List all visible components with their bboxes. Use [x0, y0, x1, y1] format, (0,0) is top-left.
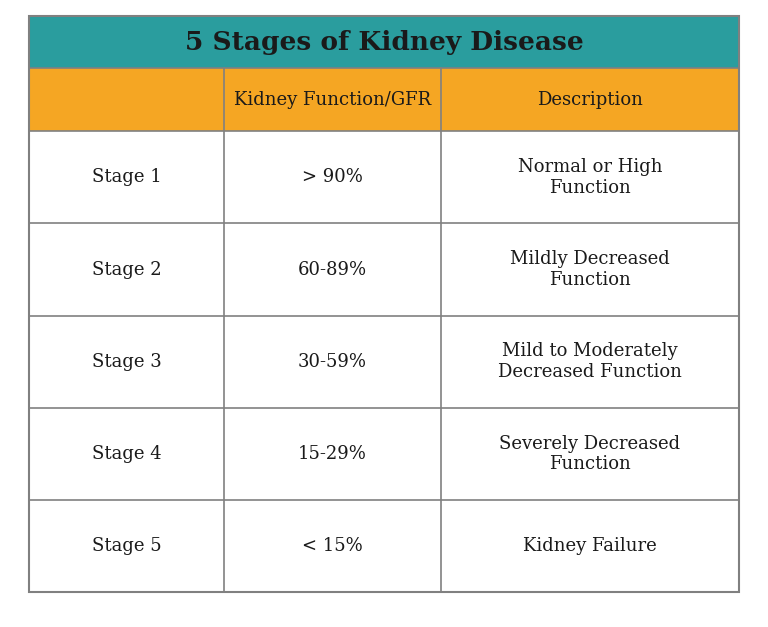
Bar — [441, 131, 739, 223]
Text: 15-29%: 15-29% — [298, 445, 367, 463]
Text: Mildly Decreased
Function: Mildly Decreased Function — [510, 250, 670, 289]
Bar — [29, 223, 224, 315]
Bar — [224, 223, 441, 315]
Text: Kidney Function/GFR: Kidney Function/GFR — [234, 91, 431, 109]
Text: Stage 1: Stage 1 — [92, 168, 161, 186]
Text: Stage 4: Stage 4 — [92, 445, 161, 463]
Bar — [29, 131, 224, 223]
Bar — [29, 408, 224, 500]
Bar — [441, 500, 739, 593]
Bar — [224, 500, 441, 593]
Text: Stage 3: Stage 3 — [92, 353, 161, 371]
Text: Severely Decreased
Function: Severely Decreased Function — [499, 435, 680, 473]
Text: Stage 2: Stage 2 — [92, 261, 161, 278]
Bar — [224, 315, 441, 408]
Bar — [224, 68, 441, 131]
Text: Normal or High
Function: Normal or High Function — [518, 158, 662, 197]
Bar — [441, 408, 739, 500]
Text: > 90%: > 90% — [302, 168, 363, 186]
Text: Description: Description — [537, 91, 643, 109]
Text: 60-89%: 60-89% — [298, 261, 367, 278]
Text: Kidney Failure: Kidney Failure — [523, 537, 657, 555]
Text: 5 Stages of Kidney Disease: 5 Stages of Kidney Disease — [184, 29, 584, 55]
Bar — [29, 68, 224, 131]
Bar — [441, 68, 739, 131]
Bar — [224, 408, 441, 500]
Text: Mild to Moderately
Decreased Function: Mild to Moderately Decreased Function — [498, 342, 682, 381]
Bar — [29, 500, 224, 593]
Text: 30-59%: 30-59% — [298, 353, 367, 371]
Text: < 15%: < 15% — [302, 537, 363, 555]
Bar — [29, 315, 224, 408]
Bar — [441, 223, 739, 315]
Bar — [29, 16, 739, 68]
Text: Stage 5: Stage 5 — [92, 537, 161, 555]
Bar — [441, 315, 739, 408]
Bar — [224, 131, 441, 223]
